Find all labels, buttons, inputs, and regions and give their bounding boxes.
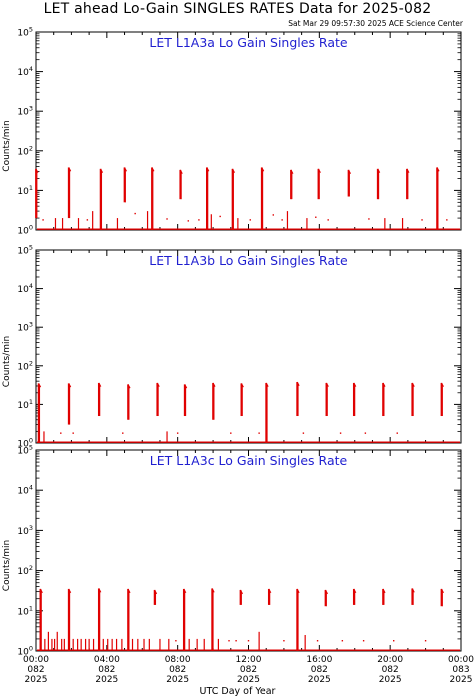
x-tick-label: 08:00 bbox=[165, 655, 191, 665]
scatter-point bbox=[247, 640, 250, 642]
x-tick-label: 082 bbox=[169, 665, 186, 675]
scatter-point bbox=[283, 640, 285, 642]
x-axis-title: UTC Day of Year bbox=[199, 686, 276, 697]
x-tick-label: 2025 bbox=[237, 675, 260, 685]
y-tick-label: 101 bbox=[17, 184, 33, 197]
y-tick-label: 105 bbox=[17, 444, 33, 457]
scatter-point bbox=[272, 214, 274, 216]
y-axis-label: Counts/min bbox=[2, 120, 12, 171]
scatter-point bbox=[187, 220, 189, 222]
scatter-point bbox=[219, 215, 221, 218]
scatter-point bbox=[368, 218, 370, 220]
y-tick-label: 101 bbox=[17, 604, 33, 617]
x-tick-label: 04:00 bbox=[94, 655, 120, 665]
y-tick-label: 105 bbox=[17, 244, 33, 257]
x-tick-label: 082 bbox=[27, 665, 44, 675]
x-tick-label: 082 bbox=[311, 665, 328, 675]
x-tick-label: 16:00 bbox=[306, 655, 332, 665]
scatter-point bbox=[122, 432, 124, 434]
x-tick-label: 2025 bbox=[308, 675, 331, 685]
panel-title: LET L1A3b Lo Gain Singles Rate bbox=[149, 253, 348, 268]
x-tick-label: 00:00 bbox=[23, 655, 49, 665]
page-title: LET ahead Lo-Gain SINGLES RATES Data for… bbox=[43, 1, 432, 17]
scatter-point bbox=[421, 219, 423, 221]
scatter-point bbox=[362, 640, 365, 642]
x-tick-label: 2025 bbox=[450, 675, 473, 685]
y-tick-label: 100 bbox=[17, 224, 33, 237]
x-tick-label: 082 bbox=[382, 665, 399, 675]
scatter-point bbox=[235, 640, 237, 642]
scatter-point bbox=[393, 640, 395, 642]
panel-3: 100 101 102 103 104 105 Counts/min LET L1A3c Lo… bbox=[2, 444, 474, 686]
x-tick-label: 082 bbox=[98, 665, 115, 675]
y-tick-label: 104 bbox=[17, 65, 33, 78]
scatter-point bbox=[198, 219, 200, 221]
panel-title: LET L1A3a Lo Gain Singles Rate bbox=[149, 35, 347, 50]
scatter-point bbox=[364, 432, 367, 434]
x-tick-label: 2025 bbox=[379, 675, 402, 685]
y-tick-label: 103 bbox=[17, 524, 33, 537]
panel-2: 100 101 102 103 104 105 Counts/min LET L1A3b Lo… bbox=[2, 244, 462, 450]
y-tick-label: 101 bbox=[17, 398, 33, 411]
scatter-point bbox=[341, 640, 344, 642]
scatter-point bbox=[327, 219, 329, 221]
scatter-point bbox=[176, 432, 179, 434]
timestamp: Sat Mar 29 09:57:30 2025 ACE Science Cen… bbox=[288, 19, 463, 28]
y-tick-label: 100 bbox=[17, 437, 33, 450]
y-tick-label: 102 bbox=[17, 359, 33, 372]
scatter-point bbox=[86, 219, 89, 221]
x-tick-label: 2025 bbox=[25, 675, 48, 685]
scatter-point bbox=[166, 218, 168, 220]
x-tick-label: 2025 bbox=[95, 675, 118, 685]
scatter-point bbox=[396, 432, 398, 434]
scatter-point bbox=[316, 640, 319, 642]
scatter-point bbox=[60, 432, 62, 434]
y-tick-label: 100 bbox=[17, 645, 33, 658]
panel-title: LET L1A3c Lo Gain Singles Rate bbox=[150, 453, 348, 468]
scatter-point bbox=[339, 432, 342, 434]
x-tick-label: 20:00 bbox=[377, 655, 403, 665]
y-tick-label: 104 bbox=[17, 484, 33, 497]
scatter-point bbox=[424, 640, 427, 642]
y-axis-label: Counts/min bbox=[2, 336, 12, 387]
scatter-point bbox=[134, 212, 136, 215]
x-tick-label: 2025 bbox=[166, 675, 189, 685]
scatter-point bbox=[258, 432, 260, 434]
scatter-point bbox=[230, 432, 232, 434]
x-tick-label: 083 bbox=[452, 665, 469, 675]
y-tick-label: 103 bbox=[17, 105, 33, 118]
panel-1: 100 101 102 103 104 105 Counts/min LET L1A3a Lo… bbox=[2, 26, 462, 237]
scatter-point bbox=[42, 219, 44, 221]
scatter-point bbox=[315, 216, 317, 218]
y-tick-label: 102 bbox=[17, 564, 33, 577]
scatter-point bbox=[72, 432, 74, 434]
x-tick-label: 00:00 bbox=[448, 655, 474, 665]
y-axis-label: Counts/min bbox=[2, 540, 12, 591]
y-tick-label: 105 bbox=[17, 26, 33, 39]
y-tick-label: 103 bbox=[17, 321, 33, 334]
x-tick-label: 12:00 bbox=[236, 655, 262, 665]
scatter-point bbox=[302, 432, 305, 434]
y-tick-label: 104 bbox=[17, 282, 33, 295]
scatter-point bbox=[249, 219, 251, 221]
x-tick-label: 082 bbox=[240, 665, 257, 675]
scatter-point bbox=[228, 640, 230, 642]
scatter-point bbox=[175, 640, 177, 642]
y-tick-label: 102 bbox=[17, 144, 33, 157]
scatter-point bbox=[281, 219, 283, 221]
scatter-point bbox=[446, 219, 448, 221]
